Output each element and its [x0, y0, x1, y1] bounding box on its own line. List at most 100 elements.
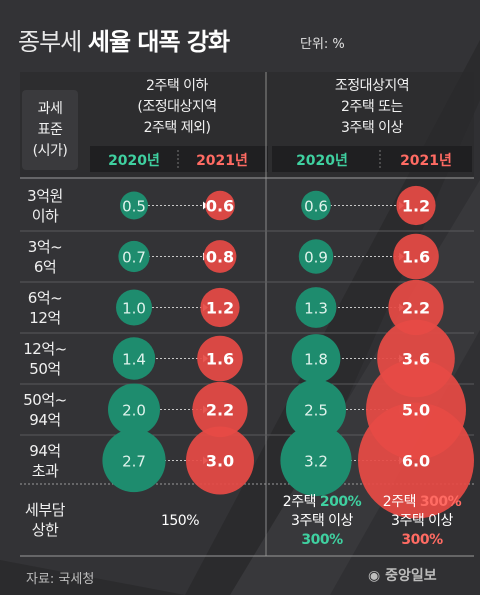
stub-header-line: (시가) [32, 143, 68, 159]
value-label-2021: 5.0 [402, 401, 430, 420]
value-label-2021: 1.6 [206, 350, 234, 369]
value-label-2020: 2.5 [304, 402, 328, 420]
row-label-line: 12억~ [23, 339, 67, 358]
value-label-2021: 1.6 [402, 248, 430, 267]
bubble-2021 [358, 402, 474, 519]
cap-left: 150% [160, 513, 200, 529]
group-header-right: 조정대상지역 2주택 또는 3주택 이상 [272, 76, 472, 139]
row-label: 12억~ 50억 [18, 339, 72, 379]
cap-text: 2주택 [382, 494, 417, 510]
value-label-2021: 1.2 [402, 197, 430, 216]
bubble-2020 [112, 337, 156, 380]
bubble-2021 [200, 287, 240, 328]
row-label-line: 94억 [29, 410, 61, 429]
page-title: 종부세 세율 대폭 강화 [18, 22, 230, 57]
year-2020-right: 2020년 [296, 153, 348, 169]
value-label-2020: 0.9 [304, 249, 328, 267]
value-label-2021: 3.0 [206, 452, 234, 471]
value-label-2021: 6.0 [402, 452, 430, 471]
group-header-line: 2주택 또는 [341, 99, 403, 115]
value-label-2021: 0.6 [206, 197, 234, 216]
bubble-2020 [301, 190, 331, 221]
cap-label-line: 세부담 [25, 501, 65, 519]
group-header-line: 3주택 이상 [341, 120, 403, 136]
row-label: 3억원 이하 [18, 186, 72, 226]
group-header-line: 2주택 이하 [146, 78, 208, 94]
cap-text: 3주택 이상 [391, 513, 453, 529]
logo-text: 중앙일보 [385, 568, 437, 584]
group-header-line: (조정대상지역 [137, 99, 217, 115]
bubble-2020 [295, 287, 337, 328]
value-label-2020: 2.0 [122, 402, 146, 420]
row-label-line: 이하 [31, 206, 59, 225]
value-label-2021: 2.2 [402, 299, 430, 318]
bubble-2021 [192, 381, 248, 438]
value-label-2021: 0.8 [206, 248, 234, 267]
value-label-2021: 3.6 [402, 350, 430, 369]
group-header-line: 2주택 제외) [143, 120, 211, 136]
value-label-2021: 2.2 [206, 401, 234, 420]
value-label-2020: 1.3 [304, 300, 328, 318]
row-label-line: 50억~ [23, 390, 67, 409]
row-label-line: 94억 [29, 441, 61, 460]
bubble-2021 [388, 279, 444, 336]
value-label-2020: 1.8 [304, 351, 328, 369]
value-label-2020: 1.0 [122, 300, 146, 318]
row-label-line: 6억 [33, 257, 57, 276]
cap-rate: 300% [401, 532, 443, 548]
value-label-2020: 0.7 [122, 249, 146, 267]
value-label-2021: 1.2 [206, 299, 234, 318]
title-bold: 세율 대폭 강화 [87, 28, 230, 56]
value-label-2020: 3.2 [304, 453, 328, 471]
bubble-2020 [120, 191, 148, 220]
row-label-line: 초과 [31, 461, 59, 480]
bubble-2021 [186, 426, 254, 495]
bubble-2021 [197, 335, 243, 382]
bubble-2020 [286, 379, 346, 440]
bubble-2021 [396, 185, 436, 226]
source-label: 자료: 국세청 [26, 572, 95, 587]
row-label: 50억~ 94억 [18, 390, 72, 430]
row-label-line: 3억~ [27, 237, 63, 256]
column-header-tax-base: 과세 표준 (시가) [22, 99, 78, 162]
bubble-2020 [291, 334, 341, 383]
bubble-2020 [116, 289, 152, 326]
row-label: 3억~ 6억 [18, 237, 72, 277]
cap-label-line: 상한 [31, 521, 59, 539]
value-label-2020: 0.6 [304, 198, 328, 216]
cap-rate: 300% [419, 494, 462, 510]
row-label-line: 6억~ [27, 288, 63, 307]
bubble-2020 [118, 240, 150, 273]
row-label-line: 50억 [29, 359, 61, 378]
group-header-left: 2주택 이하 (조정대상지역 2주택 제외) [92, 76, 262, 139]
year-2021-left: 2021년 [196, 153, 248, 169]
value-label-2020: 0.5 [122, 198, 146, 216]
row-label: 6억~ 12억 [18, 288, 72, 328]
year-2020-left: 2020년 [108, 153, 160, 169]
group-header-line: 조정대상지역 [334, 78, 410, 94]
value-label-2020: 1.4 [122, 351, 146, 369]
row-label-line: 3억원 [27, 186, 63, 205]
title-thin: 종부세 [18, 28, 82, 56]
stub-header-line: 표준 [37, 122, 63, 138]
cap-right-2020: 2주택 200% 3주택 이상 300% [272, 493, 372, 550]
year-2021-right: 2021년 [400, 153, 452, 169]
cap-text: 3주택 이상 [291, 513, 353, 529]
value-label-2020: 2.7 [122, 453, 146, 471]
cap-right-2021: 2주택 300% 3주택 이상 300% [370, 493, 474, 550]
cap-text: 2주택 [282, 494, 317, 510]
unit-label: 단위: % [300, 37, 345, 52]
row-label: 94억 초과 [18, 441, 72, 481]
bubble-2020 [280, 424, 352, 497]
bubble-2020 [108, 383, 160, 436]
publisher-logo: ◉ 중앙일보 [368, 568, 437, 584]
bubble-2020 [102, 428, 166, 493]
bubble-2020 [298, 239, 334, 274]
bubble-2021 [203, 240, 237, 273]
bubble-2021 [205, 190, 235, 221]
cap-rate: 200% [319, 494, 362, 510]
row-label-line: 12억 [29, 308, 61, 327]
